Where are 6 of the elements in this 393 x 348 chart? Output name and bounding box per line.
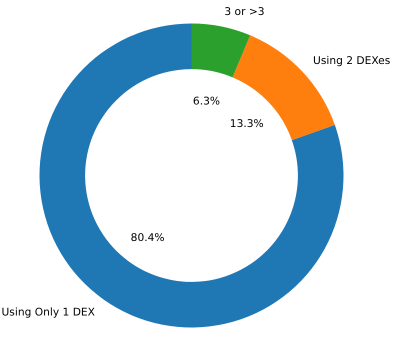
slice-label: Using 2 DEXes bbox=[313, 54, 391, 68]
slice-label: 3 or >3 bbox=[224, 5, 265, 18]
data-label: 80.4% bbox=[130, 231, 165, 244]
data-label: 6.3% bbox=[192, 94, 220, 108]
slice-label: Using Only 1 DEX bbox=[2, 305, 95, 318]
data-label: 13.3% bbox=[230, 116, 264, 130]
